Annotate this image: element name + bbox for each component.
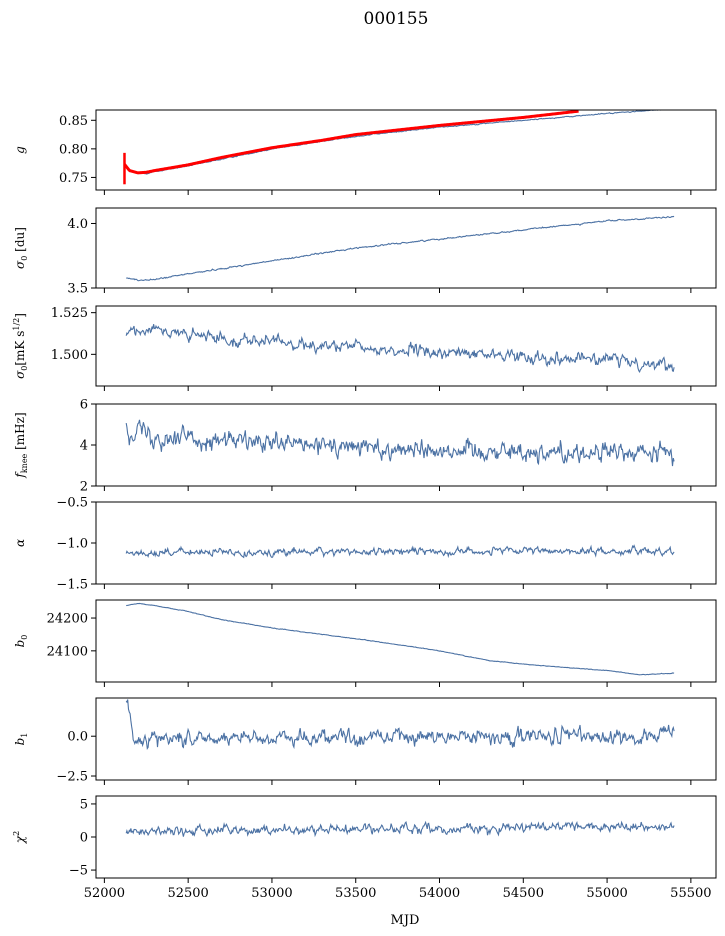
axes-frame [95, 403, 717, 487]
axes-frame [95, 207, 717, 289]
x-tick-label: 55000 [586, 886, 627, 901]
x-tick-label: 53000 [251, 886, 292, 901]
y-tick-label: 0.85 [59, 114, 88, 129]
panel-7: −5 0 5 52000 52500 53000 53500 54000 54500 55000 5… [12, 795, 717, 901]
y-tick-label: 5 [80, 797, 88, 812]
y-tick-label: 0.80 [59, 142, 88, 157]
y-axis-label: b1 [13, 733, 29, 746]
y-tick-label: −1.0 [56, 537, 88, 552]
y-axis-label: g [13, 146, 27, 154]
axes-frame [95, 697, 717, 781]
axes-frame [95, 109, 717, 191]
x-tick-label: 53500 [335, 886, 376, 901]
y-tick-label: 1.500 [51, 348, 88, 363]
axes-frame [95, 305, 717, 387]
y-tick-label: 1.525 [51, 306, 88, 321]
panel-1: 3.5 4.0 σ0 [du] [13, 207, 717, 297]
y-tick-label: −2.5 [56, 770, 88, 785]
panel-6: −2.5 0.0 b1 [13, 697, 717, 785]
y-axis-label: b0 [13, 635, 29, 648]
y-tick-label: 24100 [47, 644, 88, 659]
y-tick-label: 4.0 [67, 217, 88, 232]
y-tick-label: −1.5 [56, 578, 88, 593]
axes-frame [95, 795, 717, 879]
y-tick-label: 0 [80, 831, 88, 846]
series-line [125, 699, 675, 751]
y-tick-label: 0.75 [59, 171, 88, 186]
panel-4: −1.5 −1.0 −0.5 α [13, 496, 717, 593]
panels: 0.75 0.80 0.85 g 3.5 4.0 σ0 [du] 1.500 1.525 σ0[m… [12, 109, 717, 901]
panel-3: 2 4 6 fknee [mHz] [13, 398, 717, 495]
panel-5: 24100 24200 b0 [13, 599, 717, 687]
series-line [124, 110, 673, 175]
y-tick-label: 24200 [47, 612, 88, 627]
y-axis-label: α [13, 539, 27, 547]
x-axis-label: MJD [391, 913, 420, 928]
series-line [126, 602, 675, 676]
x-tick-label: 54000 [419, 886, 460, 901]
panel-0: 0.75 0.80 0.85 g [13, 109, 717, 195]
y-tick-label: 6 [80, 398, 88, 413]
x-tick-label: 55500 [670, 886, 711, 901]
series-line [125, 419, 675, 467]
y-tick-label: −5 [69, 864, 88, 879]
y-axis-label: χ2 [12, 831, 27, 844]
y-tick-label: 0.0 [67, 730, 88, 745]
overlay-line [123, 110, 579, 175]
y-axis-label: σ0 [du] [13, 227, 29, 269]
y-tick-label: 2 [80, 480, 88, 495]
y-tick-label: 4 [80, 439, 88, 454]
axes-frame [95, 599, 717, 683]
y-tick-label: −0.5 [56, 496, 88, 511]
x-tick-label: 54500 [503, 886, 544, 901]
y-axis-label: σ0[mK s1/2] [12, 313, 29, 379]
series-line [125, 324, 675, 373]
panel-2: 1.500 1.525 σ0[mK s1/2] [12, 305, 717, 391]
axes-frame [95, 501, 717, 585]
x-tick-label: 52500 [167, 886, 208, 901]
y-tick-label: 3.5 [67, 282, 88, 297]
series-line [125, 215, 675, 282]
x-tick-label: 52000 [84, 886, 125, 901]
figure-title: 000155 [364, 9, 429, 29]
series-line [125, 820, 675, 838]
series-line [125, 544, 675, 559]
y-axis-label: fknee [mHz] [13, 412, 29, 478]
